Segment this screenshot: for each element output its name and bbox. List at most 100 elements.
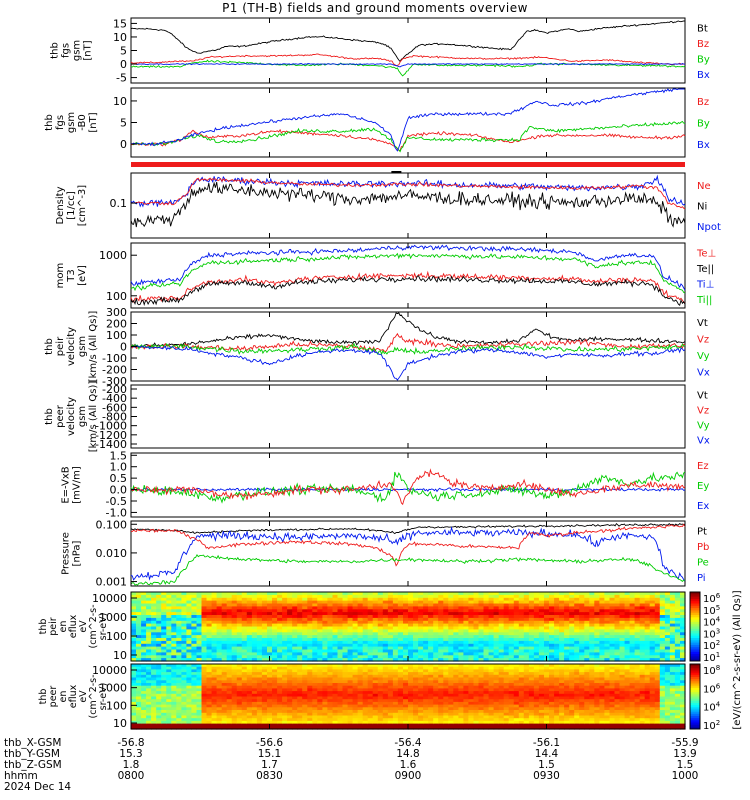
spectrogram-cell (397, 638, 404, 642)
spectrogram-cell (644, 652, 651, 656)
spectrogram-cell (292, 617, 298, 622)
legend-Vt: Vt (697, 391, 708, 402)
spectrogram-cell (559, 658, 565, 662)
spectrogram-cell (146, 612, 152, 616)
spectrogram-cell (559, 640, 565, 645)
spectrogram-cell (488, 658, 495, 662)
spectrogram-cell (347, 720, 354, 725)
spectrogram-cell (493, 685, 500, 689)
spectrogram-cell (151, 606, 157, 610)
spectrogram-cell (513, 658, 520, 662)
spectrogram-cell (191, 652, 197, 656)
spectrogram-cell (659, 640, 666, 645)
spectrogram-cell (639, 623, 646, 628)
spectrogram-cell (277, 615, 283, 619)
spectrogram-cell (327, 600, 333, 605)
spectrogram-cell (297, 680, 303, 684)
spectrogram-cell (453, 649, 459, 653)
spectrogram-cell (382, 615, 389, 619)
spectrogram-cell (513, 632, 520, 636)
y-tick-label: 10 (113, 95, 127, 108)
spectrogram-cell (559, 597, 565, 602)
spectrogram-cell (639, 609, 646, 613)
spectrogram-cell (362, 626, 369, 630)
spectrogram-cell (272, 612, 278, 616)
spectrogram-cell (131, 623, 137, 628)
spectrogram-cell (226, 620, 233, 625)
spectrogram-cell (574, 638, 580, 642)
spectrogram-cell (438, 720, 444, 725)
spectrogram-cell (463, 715, 469, 719)
spectrogram-cell (357, 715, 364, 719)
spectrogram-cell (458, 677, 464, 681)
spectrogram-cell (317, 652, 323, 656)
spectrogram-cell (448, 615, 454, 619)
spectrogram-cell (408, 623, 414, 628)
panel-frame (130, 87, 686, 158)
spectrogram-cell (196, 710, 203, 714)
spectrogram-cell (544, 626, 550, 630)
spectrogram-cell (352, 669, 359, 673)
spectrogram-cell (493, 638, 500, 642)
spectrogram-cell (261, 696, 268, 700)
spectrogram-cell (473, 723, 480, 727)
spectrogram-cell (624, 617, 631, 622)
spectrogram-cell (680, 592, 686, 596)
spectrogram-cell (136, 669, 142, 673)
spectrogram-cell (443, 683, 449, 687)
spectrogram-cell (287, 612, 293, 616)
spectrogram-cell (473, 629, 480, 633)
spectrogram-cell (236, 666, 243, 670)
spectrogram-cell (564, 615, 570, 619)
spectrogram-cell (604, 649, 610, 653)
spectrogram-cell (609, 594, 616, 599)
spectrogram-cell (312, 638, 318, 642)
spectrogram-cell (287, 669, 293, 673)
spectrogram-cell (277, 597, 283, 602)
spectrogram-cell (372, 718, 379, 722)
spectrogram-cell (498, 688, 505, 692)
spectrogram-cell (297, 612, 303, 616)
spectrogram-cell (146, 688, 152, 692)
spectrogram-cell (463, 707, 469, 711)
spectrogram-cell (498, 600, 505, 605)
spectrogram-cell (357, 649, 364, 653)
spectrogram-cell (503, 617, 510, 622)
spectrogram-cell (261, 623, 268, 628)
spectrogram-cell (357, 658, 364, 662)
spectrogram-cell (282, 592, 288, 596)
spectrogram-cell (367, 603, 374, 607)
spectrogram-cell (377, 664, 384, 668)
spectrogram-cell (453, 646, 459, 651)
spectrogram-cell (433, 652, 439, 656)
spectrogram-cell (196, 691, 203, 695)
spectrogram-cell (523, 683, 530, 687)
spectrogram-cell (282, 652, 288, 656)
spectrogram-cell (292, 632, 298, 636)
spectrogram-cell (317, 707, 323, 711)
spectrogram-cell (418, 691, 424, 695)
spectrogram-cell (498, 629, 505, 633)
spectrogram-cell (448, 612, 454, 616)
spectrogram-cell (584, 629, 590, 633)
spectrogram-cell (186, 704, 192, 708)
series-By-line (130, 59, 686, 77)
spectrogram-cell (498, 640, 505, 645)
spectrogram-cell (448, 620, 454, 625)
spectrogram-cell (458, 626, 464, 630)
spectrogram-cell (146, 646, 152, 651)
spectrogram-cell (634, 623, 641, 628)
spectrogram-cell (287, 600, 293, 605)
spectrogram-cell (443, 658, 449, 662)
spectrogram-cell (221, 603, 228, 607)
spectrogram-cell (141, 710, 147, 714)
spectrogram-cell (136, 623, 142, 628)
spectrogram-cell (226, 710, 233, 714)
spectrogram-cell (609, 617, 616, 622)
spectrogram-cell (206, 691, 213, 695)
spectrogram-cell (272, 609, 278, 613)
spectrogram-cell (186, 617, 192, 622)
spectrogram-cell (518, 693, 525, 698)
spectrogram-cell (186, 720, 192, 725)
spectrogram-cell (307, 672, 313, 676)
